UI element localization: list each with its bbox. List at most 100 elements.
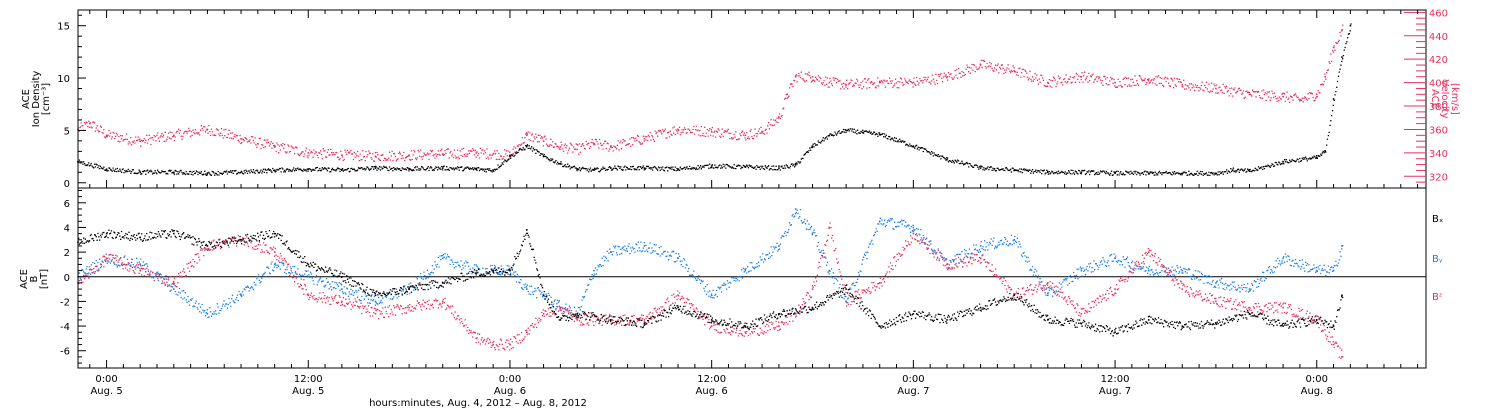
bz-point [1147,251,1150,253]
bz-point [526,331,528,333]
velocity-point [811,76,814,78]
by-point [173,288,175,290]
ion-density-point [1147,172,1150,175]
velocity-point [677,128,679,131]
velocity-label-line3: [km/s] [1449,83,1460,115]
bz-point [509,343,511,346]
top-panel-marks [77,23,1352,177]
ion-density-point [1080,171,1083,174]
ion-density-point [1324,150,1326,153]
date-tick-label: Aug. 7 [1099,386,1131,397]
bx-point [1147,319,1150,321]
magnetic-field-panel: -6 -4 -2 0 2 4 6 ACE B [nT] Bₓ Bᵧ Bᶻ [19,187,1443,369]
density-tick-label: 15 [57,22,70,33]
ion-density-point [408,168,410,170]
top-panel-axes: 0 5 10 15 320 340 360 380 400 420 440 460 [57,8,1448,189]
velocity-point [273,146,276,148]
ion-density-point [1181,172,1184,175]
bx-point [845,288,847,290]
velocity-scatter-cloud [78,24,1344,162]
by-point [1181,269,1184,272]
x-axis-title: hours:minutes, Aug. 4, 2012 – Aug. 8, 20… [369,398,587,409]
by-point [1341,245,1343,247]
bx-point [1332,325,1335,327]
ion-density-point [778,167,780,169]
legend-bx: Bₓ [1432,214,1443,225]
by-point [1047,294,1049,297]
bfield-label-line2: B [29,275,40,282]
velocity-point [828,81,831,84]
ion-density-point [475,168,478,170]
bx-point [610,319,612,321]
ion-density-point [139,171,141,174]
by-point [1248,288,1251,290]
bx-point [811,306,814,309]
bfield-tick-label: -4 [60,322,70,333]
velocity-point [1315,93,1318,96]
bx-series [77,229,1344,337]
bx-point [1047,319,1049,321]
velocity-point [1341,29,1343,31]
bx-point [946,319,948,321]
ion-density-point [206,172,209,175]
velocity-point [408,154,410,156]
bx-point [1013,294,1015,297]
by-scatter-cloud [78,208,1344,318]
by-point [1215,282,1217,284]
bx-point [492,271,494,273]
bottom-panel-frame [77,187,1427,369]
velocity-point [526,134,528,137]
time-tick-label: 12:00 [697,374,726,385]
bz-point [677,294,679,297]
bz-point [559,306,562,309]
bz-point [794,313,797,315]
bx-point [979,306,982,309]
velocity-point [559,146,562,148]
velocity-point [374,155,377,158]
ion-density-point [912,145,915,147]
date-tick-label: Aug. 5 [292,386,324,397]
bz-point [576,319,578,321]
by-point [744,269,747,272]
by-point [794,208,797,210]
bz-point [492,343,494,346]
ion-density-point [710,165,713,167]
bx-point [1080,322,1083,325]
bz-point [710,325,713,327]
bx-point [408,288,410,290]
velocity-point [1248,93,1251,96]
bz-point [374,313,377,315]
ion-density-point [105,168,108,170]
density-tick-label: 10 [57,74,70,85]
bfield-tick-label: -6 [60,347,70,358]
date-tick-label: Aug. 5 [90,386,122,397]
ion-density-point [1315,156,1318,159]
bx-point [206,245,209,247]
ion-density-point [677,168,679,170]
bx-point [240,239,242,241]
ion-density-point [593,169,595,171]
bz-point [845,300,847,303]
ion-density-point [1231,169,1234,171]
bx-point [744,325,747,327]
velocity-point [593,142,595,145]
time-tick-label: 0:00 [95,374,117,385]
velocity-tick-label: 440 [1429,32,1448,43]
velocity-point [610,146,612,148]
bfield-tick-label: 0 [64,273,70,284]
bz-point [1332,343,1335,346]
velocity-point [710,131,713,133]
by-point [1282,257,1284,260]
date-tick-label: Aug. 6 [494,386,526,397]
bx-point [559,319,562,321]
ion-density-point [1282,161,1284,163]
bx-point [173,232,175,235]
velocity-point [89,122,91,125]
ion-density-point [794,164,797,166]
bz-point [1248,306,1251,309]
velocity-point [1147,78,1150,80]
velocity-label-line1: ACE [1429,89,1440,109]
velocity-tick-label: 340 [1429,149,1448,160]
velocity-tick-label: 320 [1429,172,1448,183]
